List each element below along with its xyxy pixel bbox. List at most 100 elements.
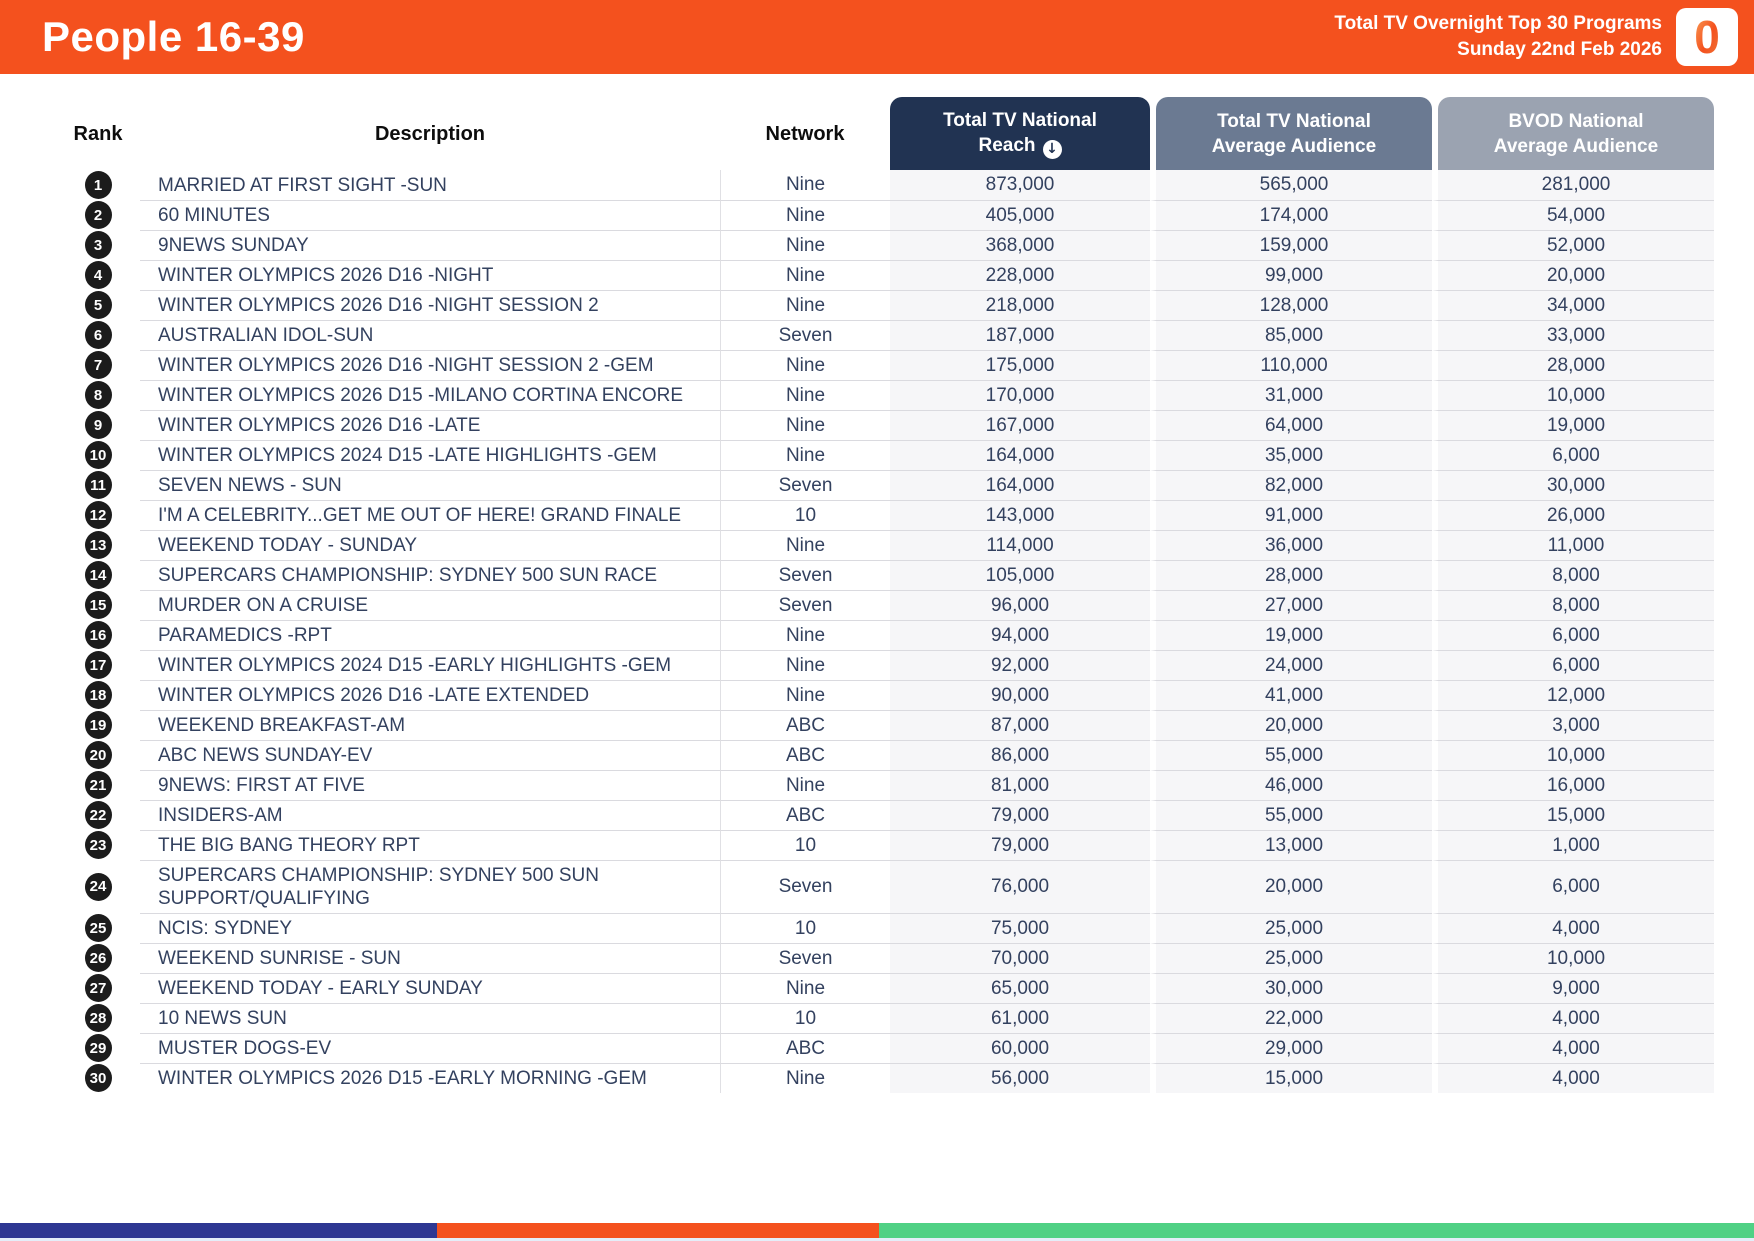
footer (0, 1223, 1754, 1241)
bvod-audience-value: 6,000 (1432, 650, 1714, 680)
report-subtitle-line1: Total TV Overnight Top 30 Programs (1334, 13, 1662, 34)
average-audience-value: 110,000 (1150, 350, 1432, 380)
rank-cell: 25 (56, 913, 140, 943)
bvod-audience-value: 10,000 (1432, 380, 1714, 410)
program-description: ABC NEWS SUNDAY-EV (140, 740, 720, 770)
program-network: Nine (720, 530, 890, 560)
report-subtitle-line2: Sunday 22nd Feb 2026 (1457, 39, 1662, 60)
bvod-audience-value: 54,000 (1432, 200, 1714, 230)
bvod-audience-value: 30,000 (1432, 470, 1714, 500)
program-description: WINTER OLYMPICS 2026 D16 -NIGHT SESSION … (140, 290, 720, 320)
program-description: 9NEWS SUNDAY (140, 230, 720, 260)
average-audience-value: 91,000 (1150, 500, 1432, 530)
column-header-total-tv-average[interactable]: Total TV National Average Audience (1156, 97, 1432, 170)
program-network: Seven (720, 590, 890, 620)
program-network: Nine (720, 350, 890, 380)
rank-cell: 23 (56, 830, 140, 860)
table-row: 21 9NEWS: FIRST AT FIVE Nine 81,000 46,000 16… (56, 770, 1714, 800)
bvod-audience-value: 26,000 (1432, 500, 1714, 530)
reach-value: 56,000 (890, 1063, 1150, 1093)
table-row: 29 MUSTER DOGS-EV ABC 60,000 29,000 4,000 (56, 1033, 1714, 1063)
program-description: SUPERCARS CHAMPIONSHIP: SYDNEY 500 SUN R… (140, 560, 720, 590)
program-description: 9NEWS: FIRST AT FIVE (140, 770, 720, 800)
bvod-header-line2: Average Audience (1493, 135, 1659, 157)
rank-cell: 16 (56, 620, 140, 650)
program-network: Nine (720, 650, 890, 680)
rank-badge: 15 (84, 591, 112, 619)
rank-cell: 14 (56, 560, 140, 590)
rank-badge: 8 (84, 381, 112, 409)
bvod-audience-value: 12,000 (1432, 680, 1714, 710)
table-row: 11 SEVEN NEWS - SUN Seven 164,000 82,000 30,0… (56, 470, 1714, 500)
table-row: 25 NCIS: SYDNEY 10 75,000 25,000 4,000 (56, 913, 1714, 943)
program-description: PARAMEDICS -RPT (140, 620, 720, 650)
sort-descending-icon[interactable]: ↓ (1042, 140, 1062, 159)
avg-header-line1: Total TV National (1217, 110, 1371, 132)
rank-badge: 20 (84, 741, 112, 769)
average-audience-value: 25,000 (1150, 913, 1432, 943)
average-audience-value: 31,000 (1150, 380, 1432, 410)
bvod-audience-value: 6,000 (1432, 440, 1714, 470)
rank-cell: 5 (56, 290, 140, 320)
reach-value: 187,000 (890, 320, 1150, 350)
svg-text:0: 0 (1694, 11, 1720, 63)
bvod-audience-value: 10,000 (1432, 740, 1714, 770)
rank-cell: 13 (56, 530, 140, 560)
bvod-audience-value: 4,000 (1432, 1033, 1714, 1063)
program-description: WEEKEND TODAY - EARLY SUNDAY (140, 973, 720, 1003)
bvod-audience-value: 3,000 (1432, 710, 1714, 740)
reach-value: 61,000 (890, 1003, 1150, 1033)
average-audience-value: 35,000 (1150, 440, 1432, 470)
program-network: Seven (720, 320, 890, 350)
rank-cell: 12 (56, 500, 140, 530)
table-row: 15 MURDER ON A CRUISE Seven 96,000 27,000 8,0… (56, 590, 1714, 620)
rank-badge: 14 (84, 561, 112, 589)
program-description: MARRIED AT FIRST SIGHT -SUN (158, 174, 447, 196)
average-audience-value: 20,000 (1150, 860, 1432, 913)
program-description: WINTER OLYMPICS 2026 D16 -LATE EXTENDED (140, 680, 720, 710)
average-audience-value: 64,000 (1150, 410, 1432, 440)
column-header-total-tv-reach[interactable]: Total TV National Reach ↓ (890, 97, 1150, 170)
rank-cell: 15 (56, 590, 140, 620)
bvod-audience-value: 52,000 (1432, 230, 1714, 260)
reach-value: 218,000 (890, 290, 1150, 320)
rank-cell: 3 (56, 230, 140, 260)
rank-badge: 2 (84, 201, 112, 229)
table-row: 14 SUPERCARS CHAMPIONSHIP: SYDNEY 500 SUN… (56, 560, 1714, 590)
reach-value: 873,000 (890, 170, 1150, 200)
rank-badge: 30 (84, 1064, 112, 1092)
reach-value: 92,000 (890, 650, 1150, 680)
table-row: 22 INSIDERS-AM ABC 79,000 55,000 15,000 (56, 800, 1714, 830)
program-network: Nine (720, 410, 890, 440)
reach-value: 76,000 (890, 860, 1150, 913)
rank-badge: 11 (84, 471, 112, 499)
reach-value: 75,000 (890, 913, 1150, 943)
column-header-bvod-average[interactable]: BVOD National Average Audience (1438, 97, 1714, 170)
rank-cell: 21 (56, 770, 140, 800)
program-network: Seven (720, 560, 890, 590)
average-audience-value: 46,000 (1150, 770, 1432, 800)
rank-badge: 1 (84, 171, 112, 199)
program-description: AUSTRALIAN IDOL-SUN (140, 320, 720, 350)
program-network: Seven (720, 943, 890, 973)
program-network: Nine (720, 290, 890, 320)
average-audience-value: 29,000 (1150, 1033, 1432, 1063)
table-row: 6 AUSTRALIAN IDOL-SUN Seven 187,000 85,000 33… (56, 320, 1714, 350)
rank-cell: 20 (56, 740, 140, 770)
rank-cell: 10 (56, 440, 140, 470)
program-description: WEEKEND SUNRISE - SUN (140, 943, 720, 973)
reach-value: 167,000 (890, 410, 1150, 440)
reach-value: 170,000 (890, 380, 1150, 410)
rank-badge: 19 (84, 711, 112, 739)
program-network: Nine (720, 620, 890, 650)
rank-badge: 24 (84, 872, 112, 901)
report-subtitle: Total TV Overnight Top 30 Programs Sunda… (1334, 11, 1662, 63)
average-audience-value: 55,000 (1150, 800, 1432, 830)
bvod-audience-value: 6,000 (1432, 860, 1714, 913)
reach-value: 60,000 (890, 1033, 1150, 1063)
program-description: SUPERCARS CHAMPIONSHIP: SYDNEY 500 SUN S… (140, 860, 720, 913)
program-description: WEEKEND TODAY - SUNDAY (140, 530, 720, 560)
program-description: WINTER OLYMPICS 2026 D15 -EARLY MORNING … (140, 1063, 720, 1093)
program-network: Nine (720, 680, 890, 710)
footer-color-bar (0, 1223, 1754, 1238)
